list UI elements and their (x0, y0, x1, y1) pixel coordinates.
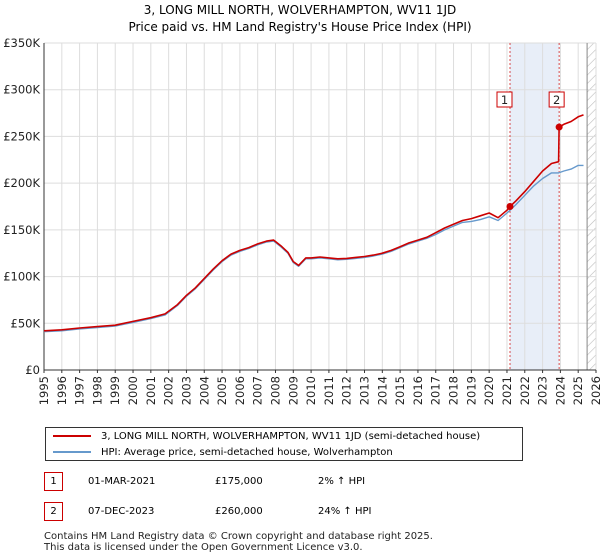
x-tick-label: 2019 (464, 376, 478, 405)
x-tick-label: 2025 (571, 376, 585, 405)
x-tick-label: 1996 (55, 376, 69, 405)
sale-date: 07-DEC-2023 (88, 506, 155, 517)
y-tick-label: £0 (25, 363, 40, 377)
y-tick-label: £300K (3, 83, 40, 97)
chart-title-line-1: 3, LONG MILL NORTH, WOLVERHAMPTON, WV11 … (143, 3, 457, 17)
y-tick-label: £50K (11, 316, 41, 330)
x-tick-label: 1997 (73, 376, 87, 405)
x-tick-label: 2008 (268, 376, 282, 405)
legend-label-hpi: HPI: Average price, semi-detached house,… (101, 447, 393, 458)
x-tick-label: 2020 (482, 376, 496, 405)
sale-hpi-change: 2% ↑ HPI (318, 476, 366, 487)
x-tick-label: 2015 (393, 376, 407, 405)
x-tick-label: 1999 (108, 376, 122, 405)
x-tick-label: 2023 (536, 376, 550, 405)
x-tick-label: 2004 (197, 376, 211, 405)
x-tick-label: 2024 (553, 376, 567, 405)
x-tick-label: 2005 (215, 376, 229, 405)
x-tick-label: 2006 (233, 376, 247, 405)
legend-swatch-property (53, 435, 91, 437)
sale-date: 01-MAR-2021 (88, 476, 156, 487)
x-tick-label: 2022 (518, 376, 532, 405)
footer-line-2: This data is licensed under the Open Gov… (44, 542, 363, 553)
sale-price: £175,000 (215, 476, 263, 487)
x-tick-label: 2003 (179, 376, 193, 405)
footer-line-1: Contains HM Land Registry data © Crown c… (44, 531, 433, 542)
x-tick-label: 1998 (90, 376, 104, 405)
chart-title-line-2: Price paid vs. HM Land Registry's House … (128, 20, 472, 34)
sale-price: £260,000 (215, 506, 263, 517)
y-tick-label: £150K (3, 223, 40, 237)
property-price-line (43, 114, 584, 332)
x-tick-label: 2016 (411, 376, 425, 405)
sale-marker-badge: 1 (44, 472, 63, 491)
sale-marker-number: 2 (553, 93, 560, 107)
legend-swatch-hpi (53, 451, 91, 453)
legend-item-property: 3, LONG MILL NORTH, WOLVERHAMPTON, WV11 … (53, 430, 480, 444)
forecast-hatch-region (587, 43, 596, 370)
sale-marker-box (496, 91, 513, 108)
x-tick-label: 2002 (162, 376, 176, 405)
sale-point (506, 203, 514, 210)
legend-label-property: 3, LONG MILL NORTH, WOLVERHAMPTON, WV11 … (101, 431, 481, 442)
x-tick-label: 2012 (340, 376, 354, 405)
legend-item-hpi: HPI: Average price, semi-detached house,… (53, 446, 393, 460)
x-tick-label: 2026 (589, 376, 600, 405)
x-tick-label: 2010 (304, 376, 318, 405)
sale-marker-number: 1 (501, 93, 508, 107)
x-tick-label: 2011 (322, 376, 336, 405)
x-tick-label: 2017 (429, 376, 443, 405)
x-tick-label: 2013 (358, 376, 372, 405)
x-tick-label: 2014 (375, 376, 389, 405)
x-tick-label: 2001 (144, 376, 158, 405)
x-tick-label: 2021 (500, 376, 514, 405)
x-tick-label: 2007 (251, 376, 265, 405)
y-tick-label: £350K (3, 36, 40, 50)
x-tick-label: 2000 (126, 376, 140, 405)
sale-marker-badge: 2 (44, 502, 63, 521)
footer-attribution: Contains HM Land Registry data © Crown c… (44, 531, 433, 553)
y-tick-label: £200K (3, 176, 40, 190)
sale-point (555, 123, 563, 131)
y-tick-label: £100K (3, 270, 40, 284)
sale-marker-box (548, 91, 565, 108)
chart-legend: 3, LONG MILL NORTH, WOLVERHAMPTON, WV11 … (45, 427, 523, 461)
x-tick-label: 2009 (286, 376, 300, 405)
x-tick-label: 1995 (37, 376, 51, 405)
chart-title: 3, LONG MILL NORTH, WOLVERHAMPTON, WV11 … (0, 2, 600, 36)
sale-hpi-change: 24% ↑ HPI (318, 506, 372, 517)
y-tick-label: £250K (3, 129, 40, 143)
price-chart: £0 £50K £100K £150K £200K £250K £300K £350K 1995… (3, 36, 600, 405)
x-tick-label: 2018 (447, 376, 461, 405)
